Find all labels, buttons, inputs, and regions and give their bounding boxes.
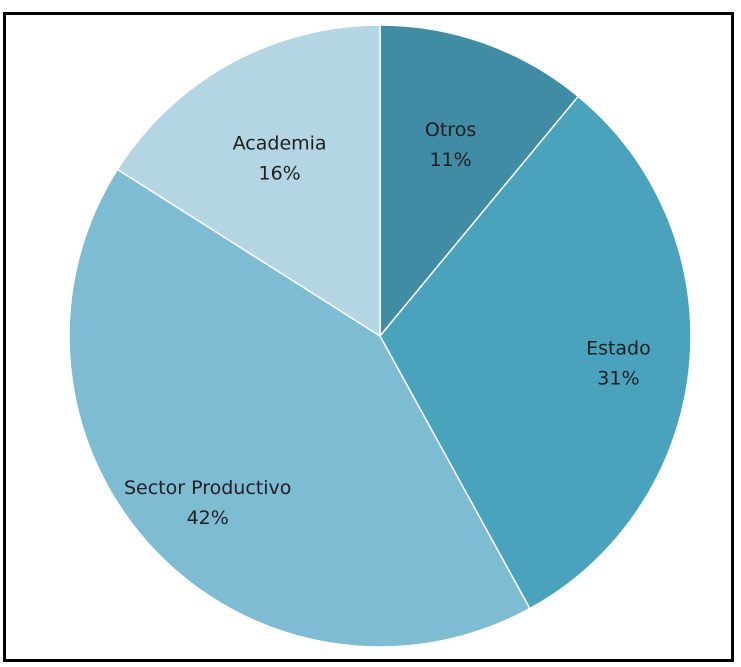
slice-value-label: 16% [258,162,300,184]
slice-label-sector-productivo: Sector Productivo 42% [124,477,291,529]
slice-category-label: Academia [233,132,327,154]
pie-slice-sector-productivo [68,168,531,648]
slice-category-label: Sector Productivo [124,477,291,499]
pie-slices [68,24,692,648]
slice-value-label: 42% [187,507,229,529]
pie-slice-estado [379,95,692,610]
slice-category-label: Estado [586,338,651,360]
slice-value-label: 11% [429,149,471,171]
slice-label-otros: Otros 11% [425,119,476,171]
pie-slice-academia [116,24,381,338]
slice-value-label: 31% [597,368,639,390]
pie-labels: Otros 11% Estado 31% Sector Productivo 42% Aca… [124,119,651,529]
pie-slice-otros [379,24,580,339]
slice-label-estado: Estado 31% [586,338,651,390]
slice-category-label: Otros [425,119,476,141]
slice-label-academia: Academia 16% [233,132,327,184]
